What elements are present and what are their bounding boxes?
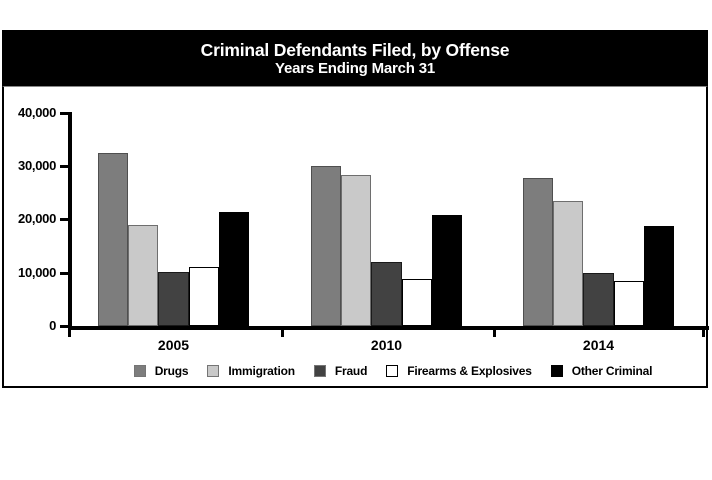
legend-label: Drugs	[154, 364, 189, 378]
x-category-label: 2010	[370, 337, 403, 353]
bar-other-criminal-2014	[643, 226, 675, 326]
bar-group-2005	[98, 113, 250, 326]
bar-immigration-2010	[341, 175, 372, 326]
legend-swatch-icon	[133, 365, 146, 377]
bar-fraud-2005	[158, 272, 189, 326]
legend-swatch-icon	[386, 365, 399, 377]
chart-header: Criminal Defendants Filed, by Offense Ye…	[2, 30, 708, 86]
legend-label: Other Criminal	[571, 364, 653, 378]
bar-group-2010	[311, 113, 463, 326]
chart-title: Criminal Defendants Filed, by Offense	[200, 39, 510, 60]
bar-drugs-2014	[523, 178, 554, 326]
chart-panel: 0 10,000 20,000 30,000 40,000 2005 2010 2014 D…	[2, 86, 709, 388]
y-tick	[60, 325, 72, 328]
legend-item-fraud: Fraud	[313, 364, 368, 378]
legend-item-immigration: Immigration	[207, 364, 295, 378]
legend-item-firearms-explosives: Firearms & Explosives	[386, 364, 532, 378]
bar-firearms-explosives-2005	[188, 267, 219, 326]
x-tick	[281, 330, 284, 337]
bar-firearms-explosives-2014	[613, 281, 644, 326]
y-tick-label: 20,000	[18, 211, 56, 226]
y-axis	[68, 112, 72, 330]
x-axis	[68, 326, 709, 330]
x-tick	[493, 330, 496, 337]
bar-group-2014	[523, 113, 675, 326]
legend-label: Firearms & Explosives	[407, 364, 532, 378]
y-tick-label: 40,000	[18, 105, 56, 120]
y-tick	[60, 165, 72, 168]
chart-subtitle: Years Ending March 31	[274, 59, 436, 77]
bar-fraud-2010	[371, 262, 402, 326]
y-tick	[60, 272, 72, 275]
x-category-label: 2005	[157, 337, 190, 353]
y-tick-label: 30,000	[18, 158, 56, 173]
y-tick	[60, 112, 72, 115]
legend-swatch-icon	[207, 365, 220, 377]
bar-drugs-2010	[311, 166, 342, 326]
bar-firearms-explosives-2010	[401, 279, 432, 326]
x-category-label: 2014	[582, 337, 615, 353]
bar-immigration-2014	[553, 201, 584, 326]
legend-label: Immigration	[228, 364, 295, 378]
bar-immigration-2005	[128, 225, 159, 326]
x-tick	[702, 330, 705, 337]
bar-other-criminal-2005	[218, 212, 250, 326]
legend-label: Fraud	[334, 364, 368, 378]
legend-item-other-criminal: Other Criminal	[550, 364, 653, 378]
legend-swatch-icon	[313, 365, 326, 377]
y-tick-label: 0	[49, 318, 56, 333]
bar-fraud-2014	[583, 273, 614, 326]
legend-item-drugs: Drugs	[133, 364, 189, 378]
bar-other-criminal-2010	[431, 215, 463, 326]
x-tick	[68, 330, 71, 337]
y-tick	[60, 218, 72, 221]
legend: Drugs Immigration Fraud Firearms & Explosiv…	[42, 364, 712, 378]
y-tick-label: 10,000	[18, 265, 56, 280]
bar-drugs-2005	[98, 153, 129, 326]
legend-swatch-icon	[550, 365, 563, 377]
